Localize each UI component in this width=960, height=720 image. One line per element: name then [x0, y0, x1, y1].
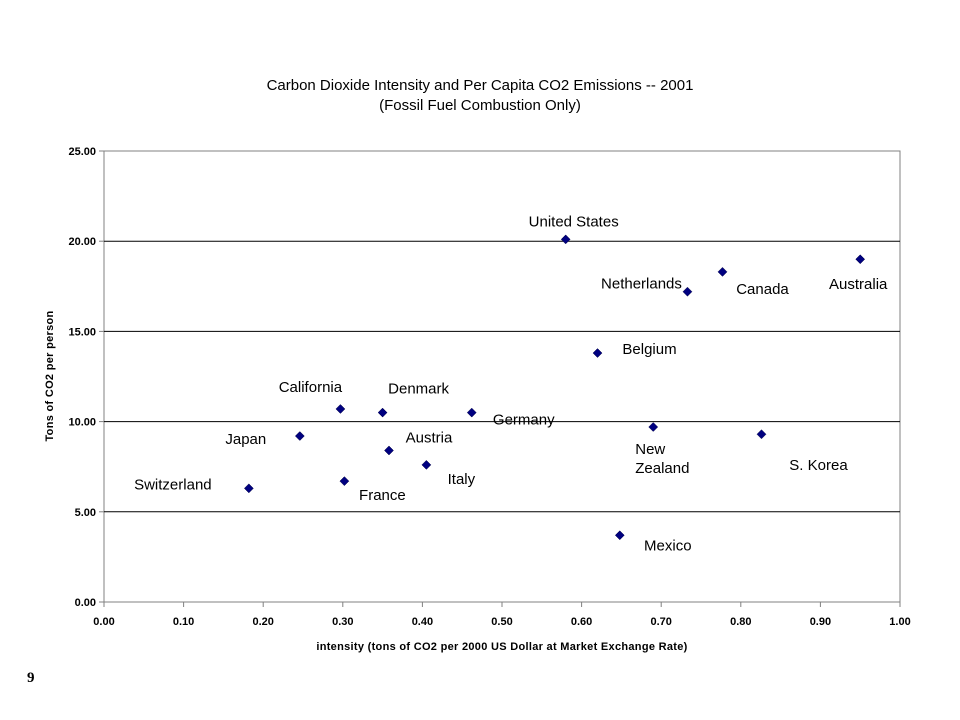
x-tick-label: 0.10: [173, 616, 194, 628]
label-mexico: Mexico: [644, 537, 692, 554]
x-tick-label: 0.50: [491, 616, 512, 628]
y-tick-label: 25.00: [68, 146, 96, 158]
point-united-states: [560, 234, 571, 245]
y-tick-label: 15.00: [68, 326, 96, 338]
plot-area: [103, 150, 901, 603]
label-denmark: Denmark: [388, 381, 449, 398]
point-california: [335, 404, 346, 414]
point-japan: [294, 431, 305, 441]
point-france: [339, 476, 350, 486]
x-tick-label: 0.60: [571, 616, 592, 628]
x-tick-label: 0.00: [93, 616, 114, 628]
y-axis-ticks: 0.00 5.00 10.00 15.00 20.00 25.00: [68, 146, 104, 609]
label-california: California: [279, 379, 343, 396]
point-italy: [421, 460, 432, 470]
page-number: 9: [27, 670, 35, 686]
point-switzerland: [244, 483, 254, 494]
point-germany: [466, 407, 477, 418]
y-tick-label: 0.00: [75, 597, 96, 609]
label-united-states: United States: [529, 213, 619, 230]
label-canada: Canada: [736, 281, 789, 298]
label-switzerland: Switzerland: [134, 476, 212, 493]
label-australia: Australia: [829, 276, 888, 293]
x-tick-label: 0.80: [730, 616, 751, 628]
point-belgium: [592, 348, 603, 358]
point-labels: United States Australia Canada Netherlands B…: [134, 213, 888, 554]
x-tick-label: 0.70: [650, 616, 671, 628]
label-new-zealand: New: [635, 441, 665, 458]
point-canada: [717, 267, 728, 277]
point-s-korea: [756, 429, 767, 440]
point-austria: [384, 445, 394, 456]
x-axis-ticks: 0.00 0.10 0.20 0.30 0.40 0.50 0.60 0.70 0.80 0.90…: [93, 602, 911, 628]
x-tick-label: 0.90: [810, 616, 831, 628]
point-new-zealand: [648, 422, 659, 432]
x-axis-label: intensity (tons of CO2 per 2000 US Dolla…: [316, 641, 687, 653]
label-austria: Austria: [406, 429, 453, 446]
point-australia: [855, 254, 866, 265]
point-mexico: [614, 530, 625, 541]
y-tick-label: 10.00: [68, 417, 96, 429]
label-france: France: [359, 487, 406, 504]
label-italy: Italy: [448, 471, 476, 488]
y-tick-label: 5.00: [75, 507, 96, 519]
label-new-zealand-line2: Zealand: [635, 460, 689, 477]
x-tick-label: 0.20: [252, 616, 273, 628]
data-points: [244, 234, 866, 541]
label-netherlands: Netherlands: [601, 276, 682, 293]
label-japan: Japan: [225, 431, 266, 448]
x-tick-label: 1.00: [889, 616, 910, 628]
point-netherlands: [682, 286, 693, 297]
point-denmark: [377, 407, 388, 418]
x-tick-label: 0.40: [412, 616, 433, 628]
chart-title: Carbon Dioxide Intensity and Per Capita …: [267, 77, 694, 94]
label-s-korea: S. Korea: [789, 457, 848, 474]
label-germany: Germany: [493, 412, 555, 429]
label-belgium: Belgium: [622, 341, 676, 358]
gridlines: [104, 240, 900, 513]
y-axis-label: Tons of CO2 per person: [44, 310, 56, 441]
y-tick-label: 20.00: [68, 236, 96, 248]
chart-subtitle: (Fossil Fuel Combustion Only): [379, 97, 581, 114]
x-tick-label: 0.30: [332, 616, 353, 628]
